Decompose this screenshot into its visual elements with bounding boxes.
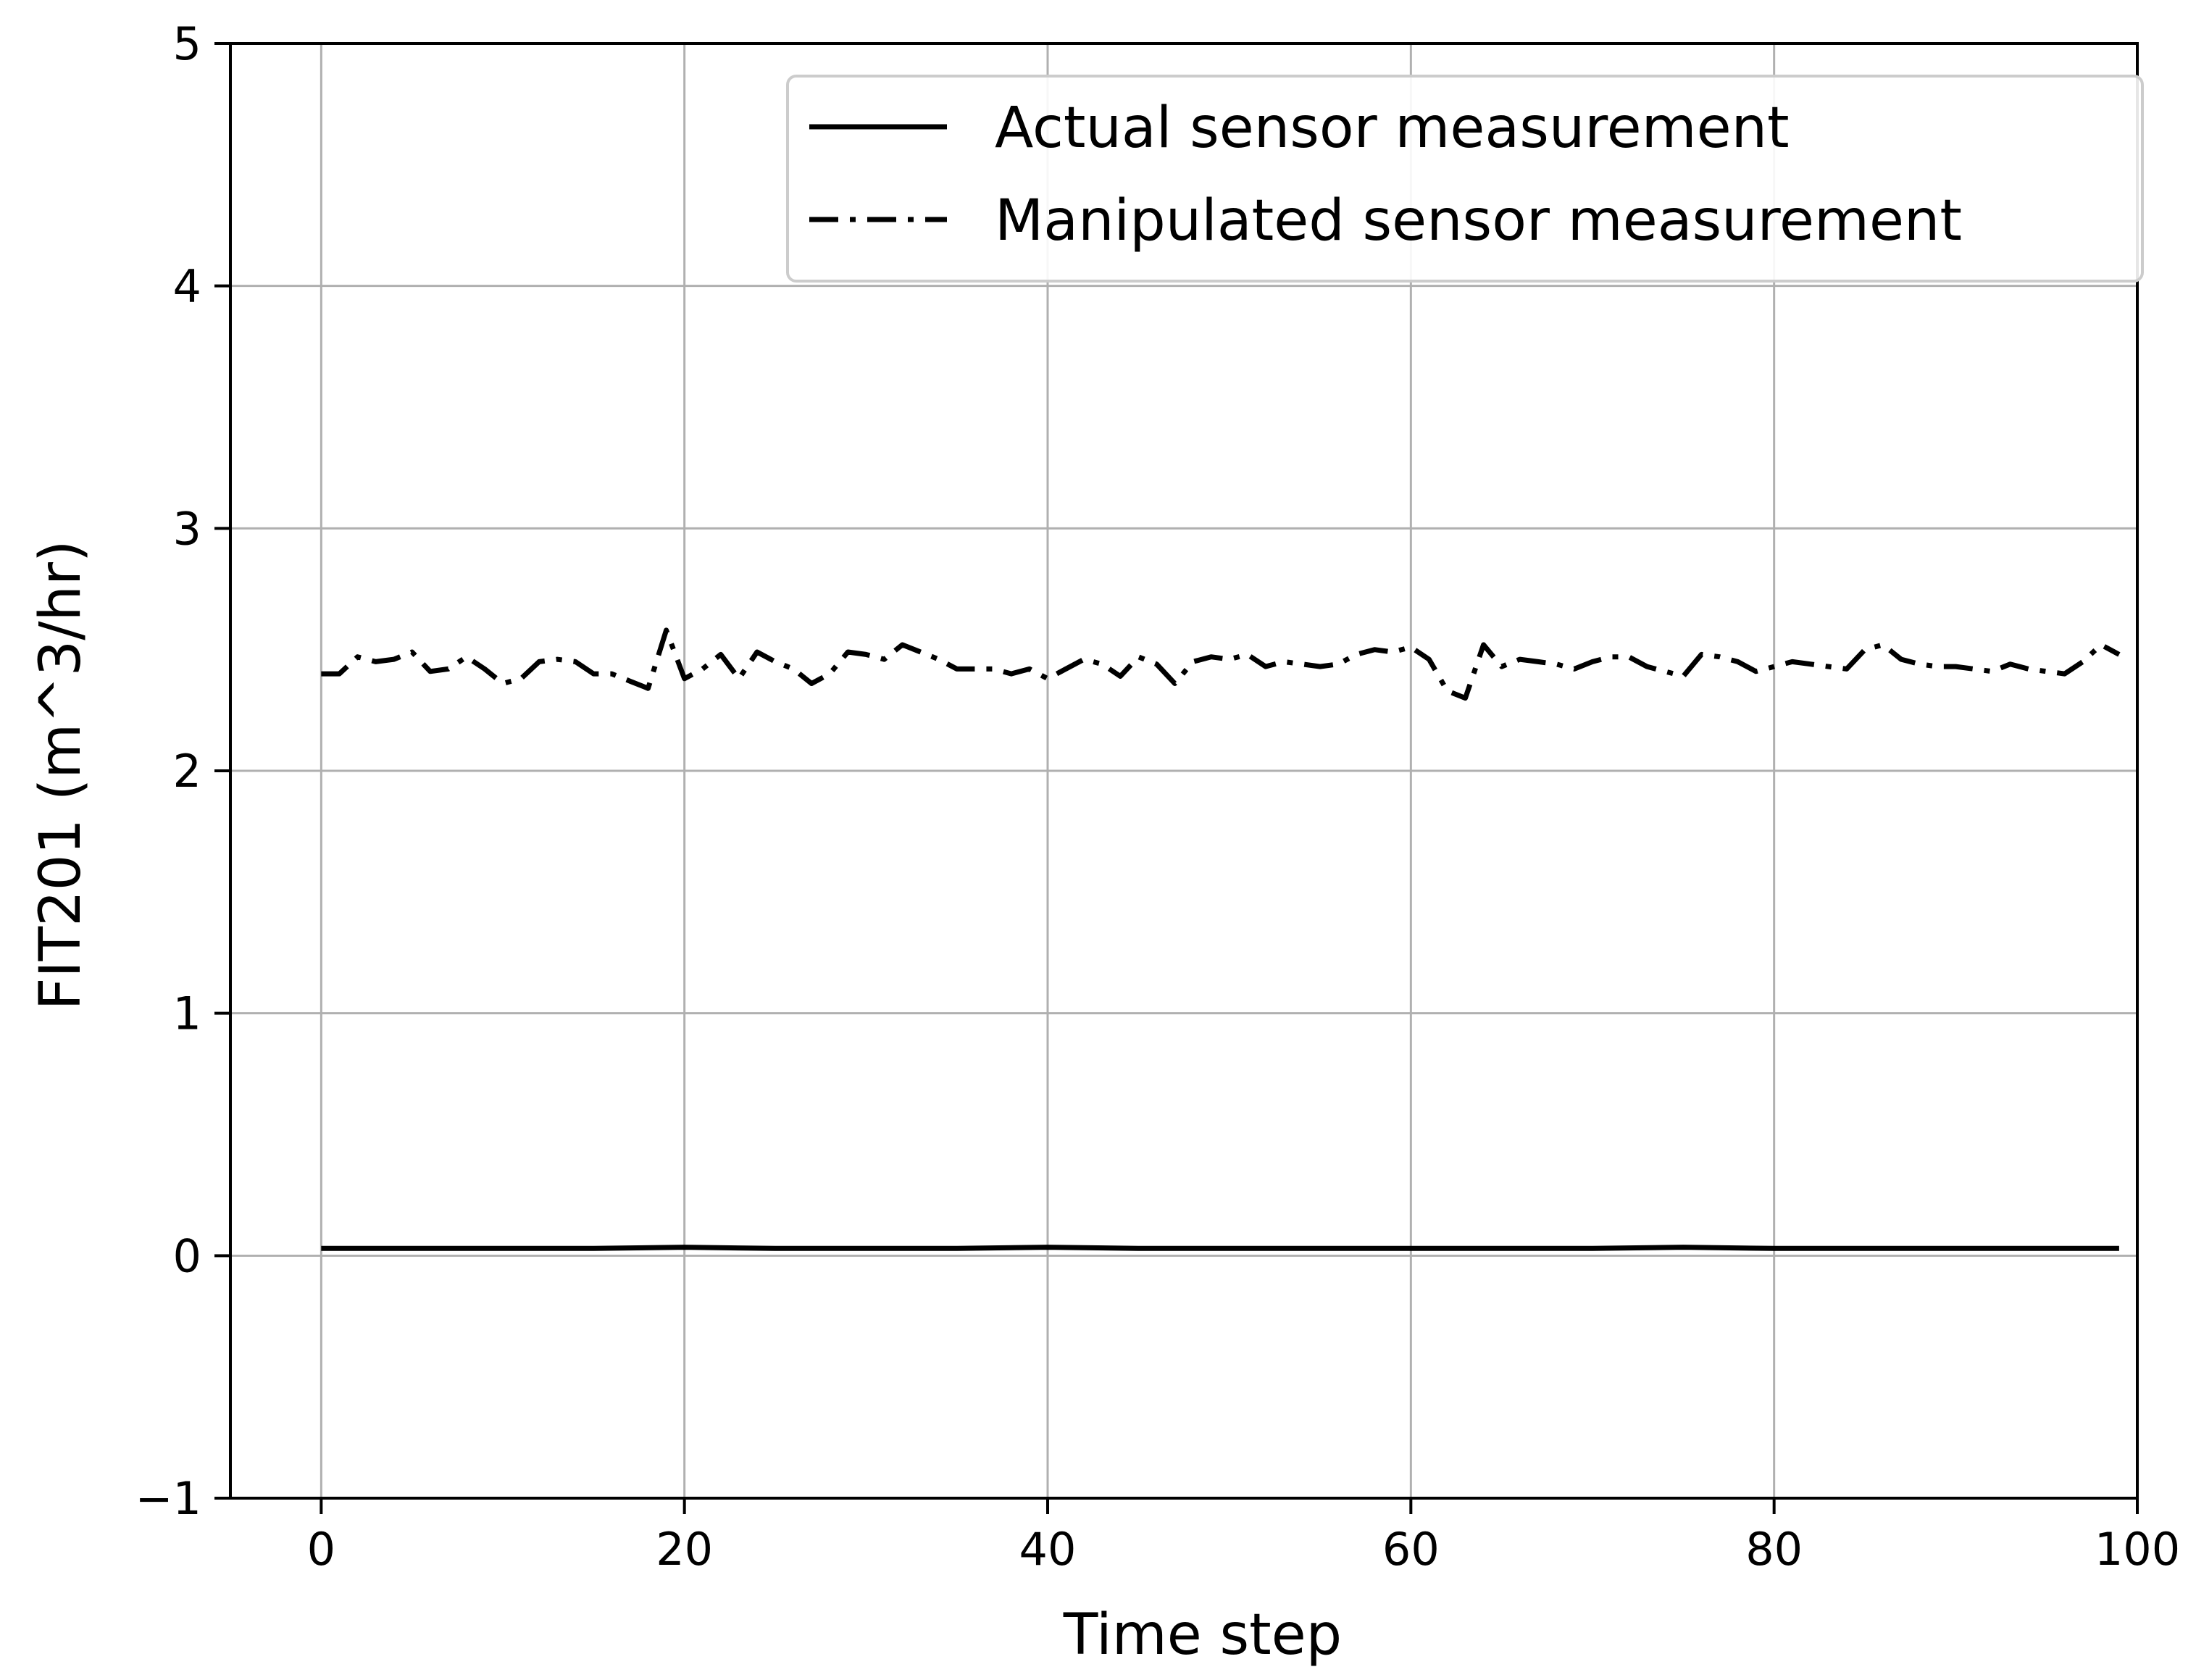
x-tick-label: 60 <box>1382 1523 1440 1576</box>
x-tick-label: 40 <box>1019 1523 1077 1576</box>
x-tick-label: 100 <box>2095 1523 2180 1576</box>
legend-box <box>786 75 2144 283</box>
y-tick-label: 1 <box>173 987 201 1040</box>
y-tick-label: 3 <box>173 502 201 555</box>
series-line-manipulated <box>321 627 2121 701</box>
y-tick-label: −1 <box>135 1472 201 1525</box>
y-tick-label: 4 <box>173 260 201 313</box>
x-tick-label: 80 <box>1745 1523 1803 1576</box>
series-line-actual <box>321 1245 2119 1251</box>
x-axis-title: Time step <box>1063 1602 1342 1668</box>
y-tick-label: 5 <box>173 17 201 70</box>
x-tick-label: 20 <box>656 1523 713 1576</box>
legend-label-actual: Actual sensor measurement <box>995 96 1790 161</box>
series-layer <box>321 627 2121 1251</box>
legend: Actual sensor measurement Manipulated se… <box>786 75 2144 283</box>
y-tick-label: 0 <box>173 1229 201 1282</box>
x-tick-label: 0 <box>307 1523 335 1576</box>
y-tick-label: 2 <box>173 745 201 798</box>
y-axis-title: FIT201 (m^3/hr) <box>28 540 93 1011</box>
legend-label-manipulated: Manipulated sensor measurement <box>995 188 1962 254</box>
tick-layer: 0 20 40 60 80 100 −1 0 1 2 3 4 5 <box>135 17 2181 1576</box>
